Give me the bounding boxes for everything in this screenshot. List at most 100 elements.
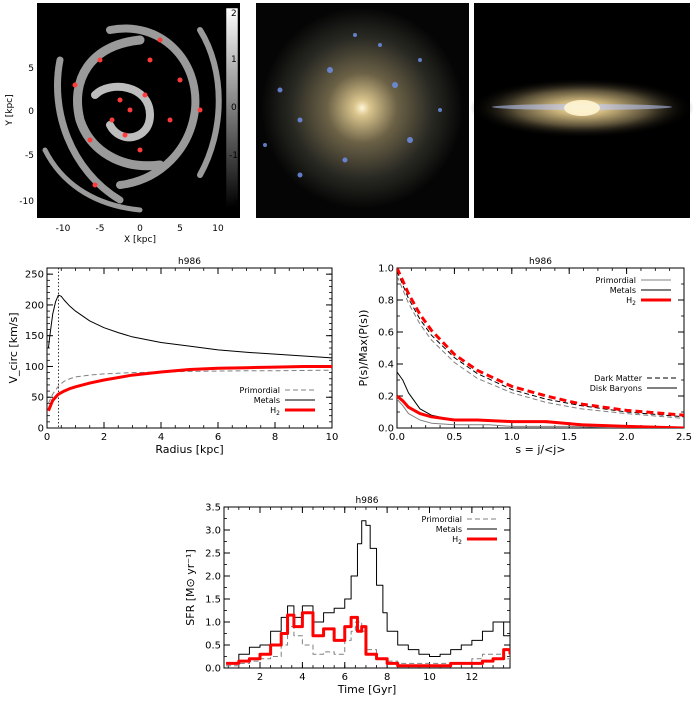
legend-label: H2 (452, 535, 462, 546)
series-line-primordial (397, 398, 684, 428)
h2-map-yticks: 5 0 -5 -10 (19, 64, 34, 207)
legend-label: H2 (626, 296, 636, 307)
x-tick-label: 0.0 (389, 432, 405, 443)
legend-subscript: 2 (458, 539, 462, 546)
angular-momentum-chart: h986 0.0 0.5 1.0 1.5 2.0 2.5 0.0 0.2 0.4 0.6 0.8 1.0… (357, 257, 692, 456)
h2-map-xlabel: X [kpc] (124, 235, 156, 245)
y-axis-label: P(s)/Max(P(s)) (357, 310, 370, 387)
colorbar-tick: 2 (231, 9, 237, 19)
h2-map-structure (42, 24, 222, 213)
series-group (397, 268, 684, 428)
h2-map-panel: 2 1 0 -1 -2 -10 -5 0 5 10 5 0 -5 -10 X [… (5, 3, 240, 245)
y-tick-label: 0.8 (378, 296, 394, 307)
ytick-label: 0 (28, 107, 34, 117)
x-tick-label: 8 (384, 672, 390, 683)
x-tick-label: 2 (101, 432, 107, 443)
legend2-label: Disk Baryons (590, 384, 642, 393)
x-tick-label: 4 (158, 432, 164, 443)
x-tick-label: 0.5 (446, 432, 462, 443)
x-tick-label: 0 (44, 432, 50, 443)
series-line-primordial (47, 369, 332, 404)
y-tick-label: 0.0 (378, 424, 394, 435)
y-tick-label: 200 (25, 300, 44, 311)
y-axis-label: SFR [M⊙ yr⁻¹] (184, 549, 197, 625)
chart-title: h986 (178, 257, 201, 267)
y-tick-label: 100 (25, 362, 44, 373)
legend-label: Metals (436, 525, 462, 534)
plot-frame (46, 267, 333, 429)
legend-label: Metals (254, 396, 280, 405)
x-tick-label: 1.0 (504, 432, 520, 443)
colorbar-tick: 1 (231, 55, 237, 65)
x-tick-label: 2.5 (676, 432, 692, 443)
edgeon-galaxy-image (470, 3, 694, 218)
y-tick-label: 0.6 (378, 328, 394, 339)
x-tick-label: 2 (257, 672, 263, 683)
y-tick-label: 2.0 (205, 572, 221, 583)
x-tick-label: 8 (272, 432, 278, 443)
legend-label: H2 (270, 406, 280, 417)
x-tick-label: 10 (423, 672, 436, 683)
series-line-h2 (47, 364, 332, 412)
series-line-h2 (397, 394, 684, 428)
chart-title: h986 (529, 257, 552, 267)
x-tick-label: 12 (465, 672, 478, 683)
h2-clumps (72, 37, 203, 188)
y-axis-label: V_circ [km/s] (7, 312, 20, 383)
legend-label: Primordial (422, 515, 462, 524)
legend2-label: Dark Matter (594, 374, 643, 383)
faceon-galaxy-image (256, 3, 469, 218)
x-tick-label: 1.5 (561, 432, 577, 443)
xtick-label: -10 (56, 224, 71, 234)
series-line-h2 (397, 268, 684, 417)
x-tick-label: 4 (299, 672, 305, 683)
chart-title: h986 (356, 496, 379, 506)
x-tick-label: 2.0 (619, 432, 635, 443)
x-axis-label: Time [Gyr] (337, 683, 397, 696)
series-line-metals (47, 294, 332, 359)
legend-subscript: 2 (276, 410, 280, 417)
y-tick-label: 0.4 (378, 360, 394, 371)
x-axis-label: Radius [kpc] (155, 443, 223, 456)
series-line-h2 (226, 611, 510, 668)
series-group (47, 294, 332, 412)
xtick-label: -5 (96, 224, 105, 234)
y-tick-label: 1.0 (205, 618, 221, 629)
series-line-metals (397, 271, 684, 418)
ytick-label: 5 (28, 64, 34, 74)
legend-subscript: 2 (632, 300, 636, 307)
y-tick-label: 1.5 (205, 595, 221, 606)
h2-map-ylabel: Y [kpc] (5, 94, 15, 126)
y-tick-label: 250 (25, 270, 44, 281)
colorbar-tick: 0 (231, 103, 237, 113)
y-tick-label: 2.5 (205, 549, 221, 560)
y-tick-label: 150 (25, 331, 44, 342)
series-line-metals (226, 520, 510, 664)
y-tick-label: 3.0 (205, 526, 221, 537)
x-tick-label: 6 (215, 432, 221, 443)
xtick-label: 0 (137, 224, 143, 234)
h2-map-image (37, 3, 240, 218)
x-axis-label: s = j/<j> (515, 443, 565, 456)
series-line-primordial (397, 275, 684, 419)
y-tick-label: 0 (38, 424, 44, 435)
y-tick-label: 1.0 (378, 264, 394, 275)
colorbar-tick: -1 (229, 151, 238, 161)
series-group (226, 520, 510, 668)
h2-map-xticks: -10 -5 0 5 10 (56, 224, 224, 234)
y-tick-label: 0.2 (378, 392, 394, 403)
y-tick-label: 50 (31, 393, 44, 404)
colorbar-tick: -2 (229, 199, 238, 209)
x-tick-label: 10 (326, 432, 339, 443)
x-tick-label: 6 (342, 672, 348, 683)
xtick-label: 5 (177, 224, 183, 234)
legend-label: Primordial (596, 276, 636, 285)
y-tick-label: 3.5 (205, 503, 221, 514)
star-formation-history-chart: h986 2 4 6 8 10 12 0.0 0.5 1.0 1.5 2.0 2.5 3.0 3.5 Time… (184, 496, 511, 696)
legend-label: Primordial (240, 386, 280, 395)
colorbar (225, 7, 239, 209)
ytick-label: -5 (25, 151, 34, 161)
xtick-label: 10 (212, 224, 224, 234)
series-line-primordial (226, 621, 510, 667)
